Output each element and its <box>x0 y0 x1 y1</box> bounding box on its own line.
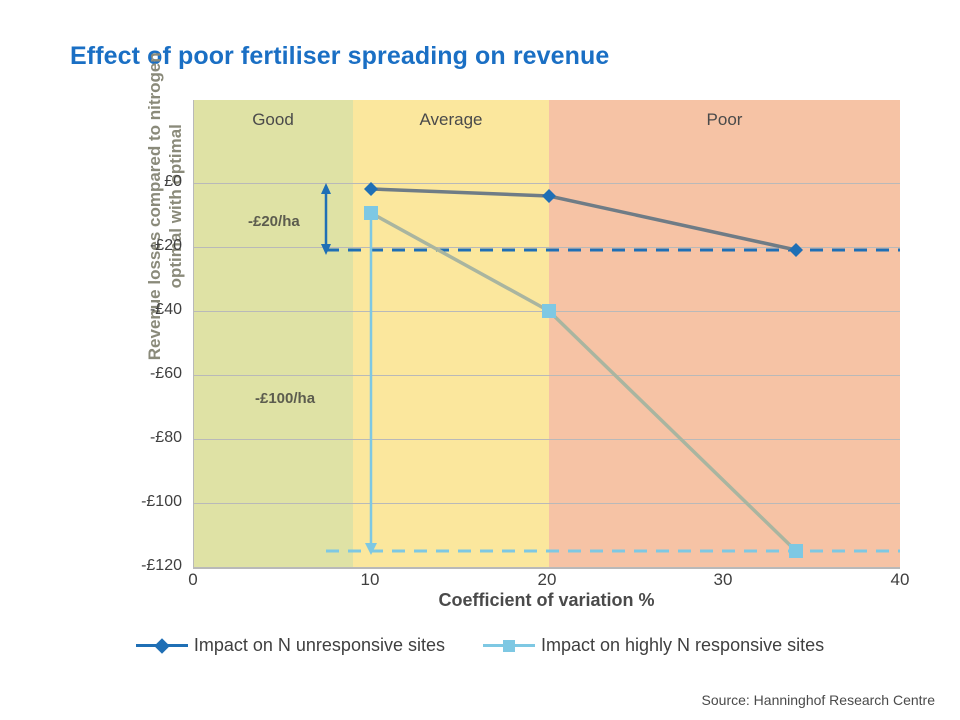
legend-swatch-unresponsive <box>135 637 188 654</box>
legend-item-responsive: Impact on highly N responsive sites <box>482 635 825 656</box>
page-title: Effect of poor fertiliser spreading on r… <box>70 42 610 70</box>
gridline-120 <box>193 567 900 568</box>
ytick-label-20: -£20 <box>149 237 182 254</box>
x-axis-title: Coefficient of variation % <box>438 590 655 610</box>
band-label-poor: Poor <box>706 110 743 129</box>
arrow-20 <box>321 183 331 255</box>
source-caption: Source: Hanninghof Research Centre <box>701 692 935 708</box>
gridline-100 <box>193 503 900 504</box>
square-marker-icon <box>502 639 515 652</box>
ytick-label-100: -£100 <box>141 493 182 510</box>
band-label-good: Good <box>252 110 294 129</box>
series-line-responsive <box>370 211 798 553</box>
band-good <box>193 100 353 568</box>
ytick-label-120: -£120 <box>141 557 182 574</box>
gridline-0 <box>193 183 900 184</box>
diamond-marker-icon <box>154 637 170 654</box>
series-markers-responsive <box>364 206 803 558</box>
y-axis-title: Revenue losses compared to nitrogen opti… <box>144 36 187 376</box>
legend-label-unresponsive: Impact on N unresponsive sites <box>193 635 445 655</box>
x-axis-line <box>193 568 900 569</box>
legend-swatch-responsive <box>482 639 535 652</box>
xtick-label-10: 10 <box>360 570 380 589</box>
y-axis-title-text: Revenue losses compared to nitrogen opti… <box>144 52 185 361</box>
series-canvas <box>321 182 900 558</box>
legend: Impact on N unresponsive sites Impact on… <box>0 635 960 656</box>
series-line-unresponsive <box>370 187 797 252</box>
band-average <box>353 100 549 568</box>
ytick-label-40: -£40 <box>149 301 182 318</box>
y-axis-line <box>193 100 194 568</box>
gridline-80 <box>193 439 900 440</box>
arrow-100 <box>365 208 377 555</box>
ytick-label-0: £0 <box>164 173 182 190</box>
plot-area: Good Average Poor £0 -£20 -£40 -£60 -£80… <box>141 100 909 589</box>
xtick-label-20: 20 <box>537 570 557 589</box>
xtick-label-40: 40 <box>890 570 910 589</box>
xtick-label-0: 0 <box>188 570 198 589</box>
series-markers-unresponsive <box>364 182 803 257</box>
legend-item-unresponsive: Impact on N unresponsive sites <box>135 635 445 656</box>
annotation-loss-20: -£20/ha <box>248 213 300 230</box>
ytick-label-80: -£80 <box>149 429 182 446</box>
band-poor <box>549 100 900 568</box>
legend-label-responsive: Impact on highly N responsive sites <box>540 635 825 655</box>
annotation-loss-100: -£100/ha <box>255 390 316 407</box>
ytick-label-60: -£60 <box>149 365 182 382</box>
band-label-average: Average <box>419 110 483 129</box>
gridline-20 <box>193 247 900 248</box>
gridline-60 <box>193 375 900 376</box>
xtick-label-30: 30 <box>713 570 733 589</box>
